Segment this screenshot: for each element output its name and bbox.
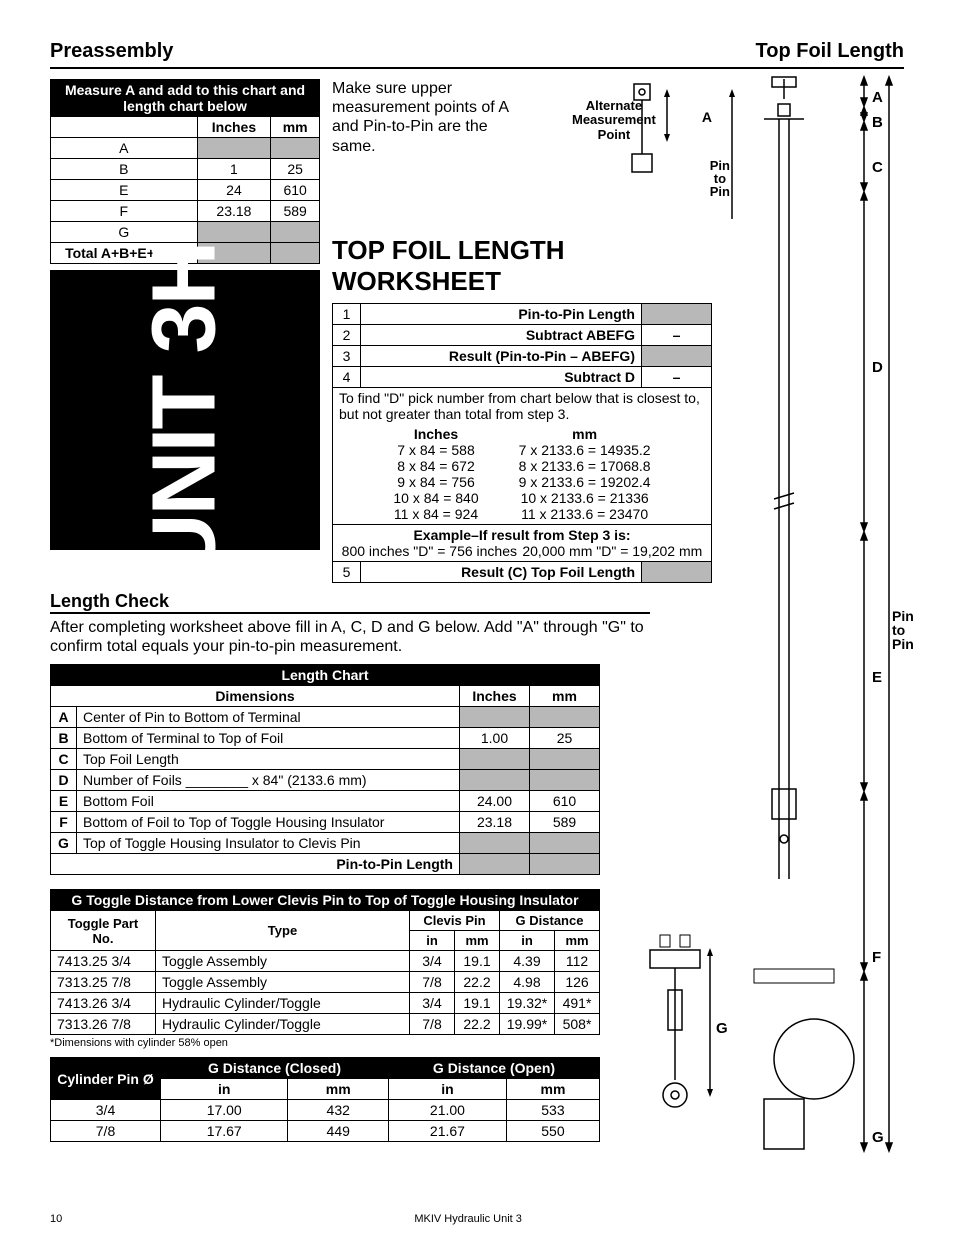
lc-row-G: GTop of Toggle Housing Insulator to Clev… (51, 833, 600, 854)
lc-row-total: Pin-to-Pin Length (51, 854, 600, 875)
ws-d-note: To find "D" pick number from chart below… (339, 390, 700, 422)
middle-column: Make sure upper measurement points of A … (332, 79, 712, 583)
hyd-row-0: 3/417.0043221.00533 (51, 1100, 600, 1121)
unit-3h-box: UNIT 3H (50, 270, 320, 550)
lc-row-A: ACenter of Pin to Bottom of Terminal (51, 707, 600, 728)
dim-C: C (872, 159, 883, 176)
dim-pin-to-pin: Pin to Pin (892, 609, 914, 651)
dim-D: D (872, 359, 883, 376)
length-chart-title: Length Chart (51, 665, 600, 686)
dim-E: E (872, 669, 882, 686)
toggle-table: G Toggle Distance from Lower Clevis Pin … (50, 889, 600, 1035)
measure-row-A: A (51, 138, 320, 159)
page-header: Preassembly Top Foil Length (50, 40, 904, 69)
worksheet-title: TOP FOIL LENGTH WORKSHEET (332, 235, 712, 297)
doc-name: MKIV Hydraulic Unit 3 (414, 1213, 522, 1225)
toggle-row-2: 7413.26 3/4Hydraulic Cylinder/Toggle3/41… (51, 993, 600, 1014)
measure-col-mm: mm (271, 117, 320, 138)
lc-row-D: DNumber of Foils ________ x 84" (2133.6 … (51, 770, 600, 791)
alt-measurement-diagram: Alternate Measurement Point A Pin to Pin (542, 79, 712, 219)
measure-row-B: B125 (51, 159, 320, 180)
ws-example-row: Example–If result from Step 3 is: 800 in… (333, 525, 712, 562)
left-column: Measure A and add to this chart and leng… (50, 79, 320, 583)
measure-table-title: Measure A and add to this chart and leng… (51, 80, 320, 117)
measure-table: Measure A and add to this chart and leng… (50, 79, 320, 264)
dim-B: B (872, 114, 883, 131)
measure-row-E: E24610 (51, 180, 320, 201)
unit-3h-label: UNIT 3H (134, 242, 237, 578)
ws-row-2: 2 Subtract ABEFG – (333, 325, 712, 346)
lc-row-E: EBottom Foil24.00610 (51, 791, 600, 812)
measure-col-inches: Inches (197, 117, 271, 138)
length-check-heading: Length Check (50, 591, 650, 614)
toggle-footnote: *Dimensions with cylinder 58% open (50, 1037, 650, 1049)
upper-note: Make sure upper measurement points of A … (332, 79, 534, 156)
hyd-row-1: 7/817.6744921.67550 (51, 1121, 600, 1142)
length-chart-table: Length Chart Dimensions Inches mm ACente… (50, 664, 600, 875)
ws-d-note-row: To find "D" pick number from chart below… (333, 388, 712, 525)
toggle-dim-G: G (716, 1020, 728, 1037)
measure-row-F: F23.18589 (51, 201, 320, 222)
ws-dchart-inches: Inches 7 x 84 = 588 8 x 84 = 672 9 x 84 … (393, 426, 478, 522)
dim-A: A (872, 89, 883, 106)
ws-row-1: 1 Pin-to-Pin Length (333, 304, 712, 325)
measure-col-blank (51, 117, 198, 138)
header-left: Preassembly (50, 40, 173, 63)
ws-row-5: 5 Result (C) Top Foil Length (333, 562, 712, 583)
dim-F: F (872, 949, 881, 966)
toggle-table-title: G Toggle Distance from Lower Clevis Pin … (51, 890, 600, 911)
length-check-text: After completing worksheet above fill in… (50, 618, 650, 656)
ws-dchart-mm: mm 7 x 2133.6 = 14935.2 8 x 2133.6 = 170… (519, 426, 651, 522)
worksheet-table: 1 Pin-to-Pin Length 2 Subtract ABEFG – 3… (332, 303, 712, 583)
ws-row-4: 4 Subtract D – (333, 367, 712, 388)
ws-row-3: 3 Result (Pin-to-Pin – ABEFG) (333, 346, 712, 367)
lc-row-F: FBottom of Foil to Top of Toggle Housing… (51, 812, 600, 833)
right-column: A B C D E F G Pin to Pin (724, 79, 904, 583)
header-right: Top Foil Length (756, 40, 904, 63)
toggle-row-1: 7313.25 7/8Toggle Assembly7/822.24.98126 (51, 972, 600, 993)
alt-a-label: A (702, 109, 712, 125)
toggle-row-3: 7313.26 7/8Hydraulic Cylinder/Toggle7/82… (51, 1014, 600, 1035)
foil-diagram (734, 69, 904, 1169)
measure-row-G: G (51, 222, 320, 243)
alt-meas-svg (622, 79, 682, 219)
hydraulic-table: Cylinder Pin Ø G Distance (Closed) G Dis… (50, 1057, 600, 1142)
dim-G: G (872, 1129, 884, 1146)
toggle-diagram: G (630, 930, 730, 1130)
page-number: 10 (50, 1213, 62, 1225)
length-check-section: Length Check After completing worksheet … (50, 591, 650, 1142)
lc-row-B: BBottom of Terminal to Top of Foil1.0025 (51, 728, 600, 749)
lc-row-C: CTop Foil Length (51, 749, 600, 770)
page-footer: 10 MKIV Hydraulic Unit 3 (50, 1213, 904, 1225)
toggle-row-0: 7413.25 3/4Toggle Assembly3/419.14.39112 (51, 951, 600, 972)
